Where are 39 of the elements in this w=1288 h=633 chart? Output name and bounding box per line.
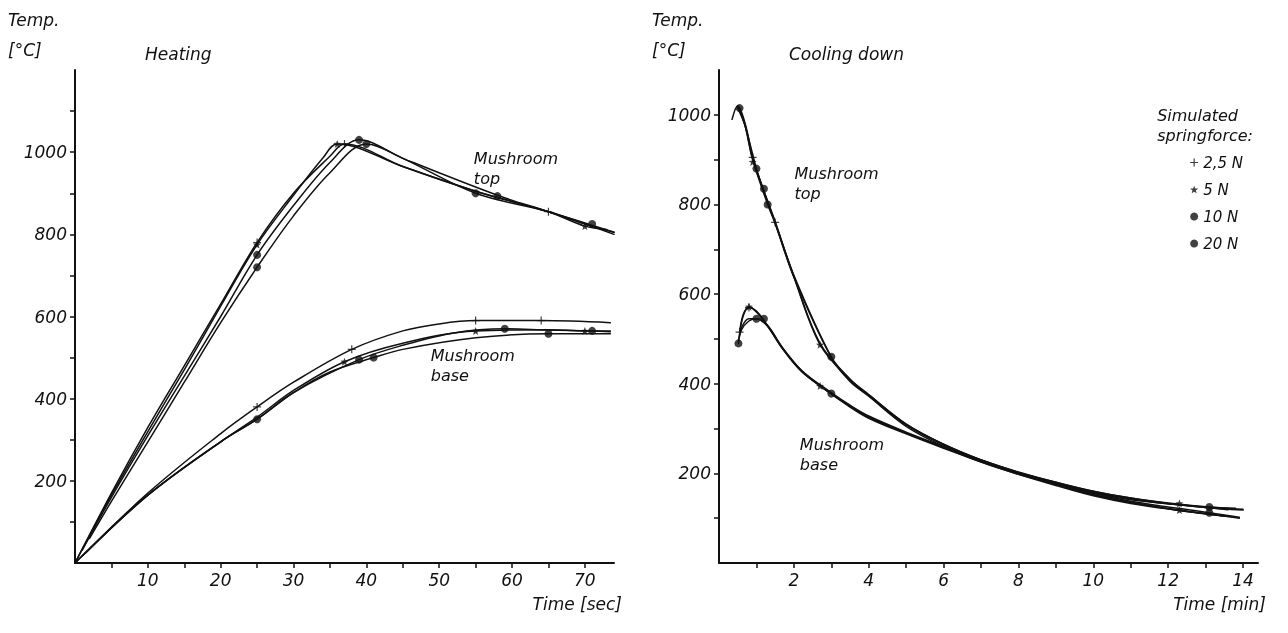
x-tick-label: 10 xyxy=(137,569,159,590)
x-tick-label: 70 xyxy=(574,569,596,590)
y-tick-label: 1000 xyxy=(23,142,67,163)
x-tick-label: 20 xyxy=(209,569,232,590)
legend-label: 20 N xyxy=(1203,234,1239,253)
y-tick-label: 1000 xyxy=(667,104,711,125)
x-axis-title: Time [min] xyxy=(1173,593,1266,614)
x-tick-label: 10 xyxy=(1082,569,1105,590)
y-tick-label: 400 xyxy=(678,373,711,394)
y-tick-label: 800 xyxy=(678,194,711,215)
x-tick-label: 60 xyxy=(501,569,523,590)
annotation: Mushroom top xyxy=(473,149,559,189)
x-tick-label: 12 xyxy=(1157,569,1179,590)
chart-title: Heating xyxy=(145,43,212,64)
y-axis-title: Temp. [°C] xyxy=(8,10,60,60)
chart-title: Cooling down xyxy=(789,43,904,64)
x-tick-label: 30 xyxy=(282,569,305,590)
x-tick-label: 40 xyxy=(355,569,378,590)
legend-label: 2,5 N xyxy=(1203,153,1243,172)
y-axis-title: Temp. [°C] xyxy=(652,10,704,60)
y-tick-label: 200 xyxy=(678,463,711,484)
legend-title: Simulated springforce: xyxy=(1157,105,1253,145)
legend-label: 5 N xyxy=(1203,180,1229,199)
x-axis-title: Time [sec] xyxy=(532,593,622,614)
x-tick-label: 6 xyxy=(938,569,950,590)
x-tick-label: 4 xyxy=(863,569,875,590)
annotation: Mushroom base xyxy=(430,346,515,386)
y-tick-label: 600 xyxy=(678,284,711,305)
y-tick-label: 600 xyxy=(34,306,67,327)
x-tick-label: 8 xyxy=(1013,569,1025,590)
annotation: Mushroom base xyxy=(799,435,885,475)
y-tick-label: 400 xyxy=(34,388,67,409)
x-tick-label: 2 xyxy=(788,569,800,590)
legend-label: 10 N xyxy=(1203,207,1239,226)
y-tick-label: 200 xyxy=(34,470,67,491)
annotation: Mushroom top xyxy=(794,163,879,203)
x-tick-label: 14 xyxy=(1232,569,1254,590)
x-tick-label: 50 xyxy=(428,569,451,590)
y-tick-label: 800 xyxy=(34,224,67,245)
